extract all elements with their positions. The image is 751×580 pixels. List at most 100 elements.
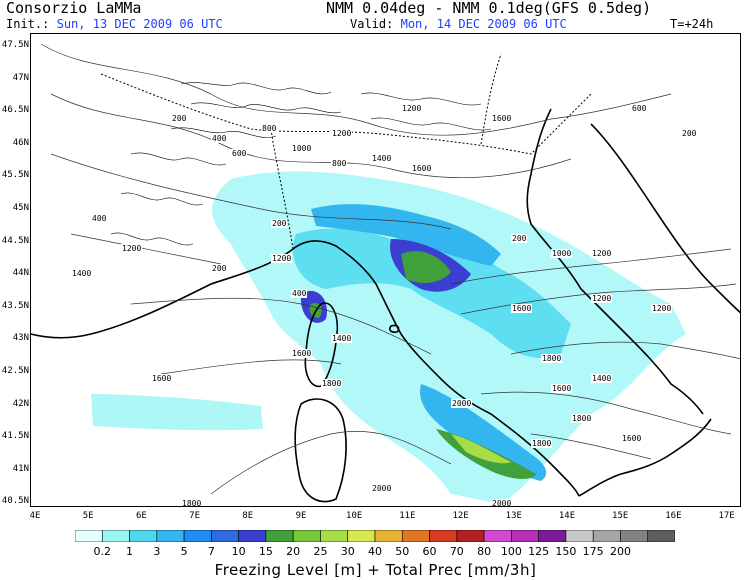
colorbar-label: 175 [582,545,604,558]
colorbar-swatch [101,530,130,542]
lon-tick-label: 12E [452,511,469,521]
contour-label: 1200 [591,294,613,303]
colorbar-label: 10 [231,545,246,558]
colorbar-label: 1 [126,545,134,558]
lon-tick-label: 13E [505,511,522,521]
contour-label: 2000 [371,484,393,493]
colorbar-swatch [565,530,594,542]
colorbar-label: 70 [449,545,464,558]
lat-tick-label: 47.5N [1,40,29,50]
contour-label: 1600 [491,114,513,123]
contour-label: 1800 [541,354,563,363]
contour-label: 400 [91,214,108,223]
colorbar-swatch [456,530,485,542]
map-canvas [31,43,740,504]
colorbar-swatch [183,530,212,542]
contour-label: 400 [211,134,228,143]
precip-shading [91,171,686,504]
contour-label: 1200 [271,254,293,263]
lat-tick-label: 43.5N [1,300,29,311]
contour-label: 1400 [591,374,613,383]
lat-tick-label: 42N [12,398,29,409]
lon-tick-label: 11E [399,511,416,521]
colorbar-label: 100 [500,545,522,558]
contour-label: 400 [291,289,308,298]
lon-tick-label: 15E [612,511,629,521]
lon-tick-label: 10E [346,511,363,521]
colorbar-swatch [511,530,539,542]
lat-tick-label: 41N [12,463,29,474]
contour-label: 800 [331,159,348,168]
lon-tick-label: 14E [558,511,576,521]
lat-tick-label: 42.5N [1,366,29,376]
valid-label: Valid: [350,17,394,31]
colorbar-label: 150 [555,545,577,558]
colorbar-swatch [156,530,185,542]
contour-label: 1600 [411,164,433,173]
lon-tick-label: 4E [29,511,41,521]
lat-tick-label: 44.5N [1,235,29,246]
contour-label: 1800 [321,379,343,388]
colorbar-swatch [538,530,567,542]
forecast-step: T=+24h [670,17,714,31]
lat-tick-label: 44N [12,268,29,279]
contour-label: 1000 [551,249,573,258]
alpine-contours [110,82,492,246]
colorbar-swatch [238,530,267,542]
colorbar-swatch [647,530,675,542]
lat-tick-label: 47N [12,72,29,83]
colorbar-swatch [347,530,376,542]
lat-tick-label: 40.5N [1,496,29,507]
colorbar-label: 60 [422,545,437,558]
colorbar-swatch [374,530,403,542]
valid-date: Mon, 14 DEC 2009 06 UTC [400,17,567,31]
contour-label: 1800 [531,439,553,448]
colorbar-swatch [483,530,512,542]
colorbar-label: 125 [528,545,550,558]
contour-label: 1600 [151,374,173,383]
init-line: Init.: Sun, 13 DEC 2009 06 UTC [6,17,223,31]
lat-tick-label: 41.5N [1,431,29,442]
init-label: Init.: [6,17,50,31]
contour-label: 1400 [331,334,353,343]
lat-tick-label: 46.5N [1,105,29,116]
colorbar-label: 50 [395,545,410,558]
colorbar-swatch [429,530,458,542]
map-panel: 200 400 600 800 1000 1200 1400 1600 400 1200 1400 4… [30,33,741,507]
colorbar-label: 0.2 [93,545,112,558]
contour-label: 200 [511,234,528,243]
colorbar-label: 200 [609,545,631,558]
colorbar-label: 20 [286,545,301,558]
national-borders [100,53,592,250]
contour-label: 2000 [451,399,473,408]
contour-label: 1600 [621,434,643,443]
contour-label: 1800 [571,414,593,423]
colorbar-swatch [320,530,349,542]
colorbar-label: 25 [313,545,328,558]
contour-label: 1800 [181,499,203,507]
init-date: Sun, 13 DEC 2009 06 UTC [56,17,223,31]
model-title: NMM 0.04deg - NMM 0.1deg(GFS 0.5deg) [326,0,652,17]
contour-label: 1200 [121,244,143,253]
contour-label: 600 [631,104,648,113]
contour-label: 1200 [591,249,613,258]
lat-tick-label: 45.5N [1,170,29,181]
contour-label: 200 [171,114,188,123]
contour-label: 1400 [371,154,393,163]
valid-line: Valid: Mon, 14 DEC 2009 06 UTC [350,17,567,31]
contour-label: 1400 [71,269,93,278]
agency-title: Consorzio LaMMa [6,0,142,17]
lon-tick-label: 6E [135,511,147,521]
contour-label: 1200 [651,304,673,313]
contour-label: 1200 [331,129,353,138]
colorbar-label: 15 [258,545,273,558]
contour-label: 200 [271,219,288,228]
contour-label: 1000 [291,144,313,153]
colorbar-swatch [401,530,430,542]
lat-tick-label: 45N [12,203,29,213]
colorbar-swatch [265,530,294,542]
colorbar-label: 40 [368,545,382,558]
lon-tick-label: 5E [82,511,94,521]
lon-tick-label: 7E [189,511,201,521]
lat-tick-label: 43N [12,333,29,344]
